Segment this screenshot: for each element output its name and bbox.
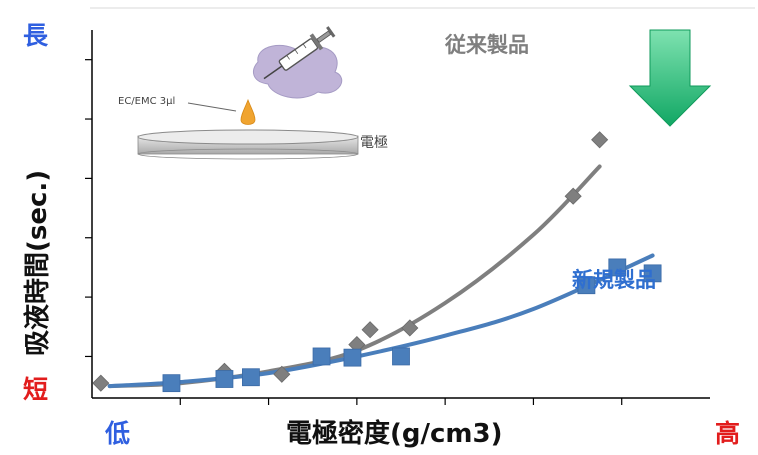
drop-volume-label: EC/EMC 3μl [118,96,175,107]
electrode-plate-top [137,129,359,145]
series-label-conventional: 従来製品 [444,33,529,57]
series-label-new: 新規製品 [572,268,656,292]
electrode-plate-bottom [137,148,359,160]
y-axis-long-label: 長 [23,21,49,50]
inset-illustration: EC/EMC 3μl 電極 [118,26,388,160]
data-point-new [215,370,234,388]
y-axis-title: 吸液時間(sec.) [23,170,53,356]
syringe-icon [263,26,336,80]
fit-curve-new [107,253,655,389]
x-axis-high-label: 高 [715,419,740,448]
data-point-new [577,276,596,295]
drop-leader-line [187,102,237,112]
data-point-new [242,368,260,387]
x-axis-title: 電極密度(g/cm3) [286,418,502,449]
x-axis-low-label: 低 [104,419,130,448]
data-point-new [312,347,331,366]
data-markers [92,131,662,393]
data-point-new [162,374,181,393]
data-point-conventional [361,321,379,339]
down-arrow-icon [628,29,712,127]
y-axis-short-label: 短 [23,375,48,404]
drop-icon [240,98,256,125]
data-point-new [643,264,662,283]
data-point-new [343,348,362,367]
data-point-new [392,347,410,366]
tick-layer [85,59,623,405]
data-point-conventional [591,131,609,149]
data-point-conventional [401,319,419,337]
data-point-new [608,258,627,277]
electrolyte-blob [252,44,342,99]
data-point-conventional [92,374,110,392]
electrode-label: 電極 [360,135,388,151]
data-point-conventional [564,187,582,205]
data-point-conventional [273,365,291,383]
